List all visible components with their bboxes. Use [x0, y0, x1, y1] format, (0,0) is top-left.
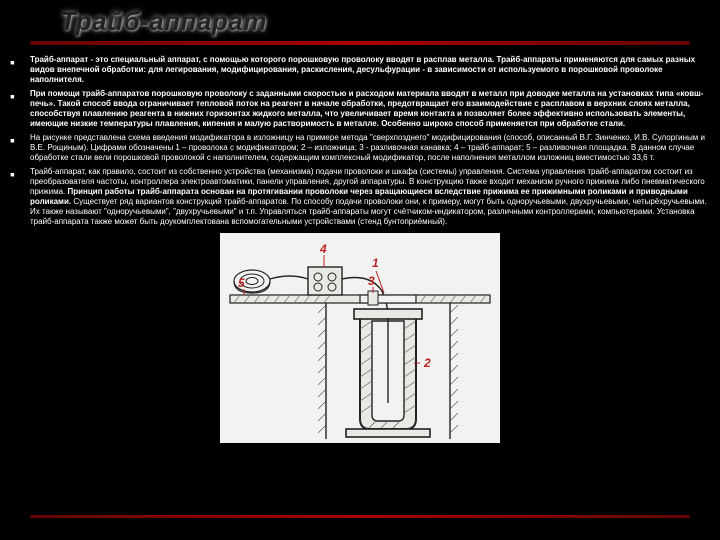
list-text: При помощи трайб-аппаратов порошковую пр…: [30, 89, 712, 129]
diagram-label-4: 4: [319, 242, 327, 256]
diagram-label-3: 3: [368, 274, 375, 288]
bullet-icon: ▪: [8, 89, 30, 129]
list-text: Трайб-аппарат - это специальный аппарат,…: [30, 55, 712, 85]
diagram-label-5: 5: [238, 276, 245, 290]
diagram-label-2: 2: [423, 356, 431, 370]
bullet-list: ▪ Трайб-аппарат - это специальный аппара…: [8, 55, 712, 227]
list-item: ▪ При помощи трайб-аппаратов порошковую …: [8, 89, 712, 129]
bullet-icon: ▪: [8, 55, 30, 85]
diagram-label-1: 1: [372, 256, 379, 270]
page-title: Трайб-аппарат: [0, 0, 720, 39]
title-divider: [30, 41, 690, 45]
list-text: На рисунке представлена схема введения м…: [30, 133, 712, 163]
list-item: ▪ Трайб-аппарат, как правило, состоит из…: [8, 167, 712, 227]
list-item: ▪ На рисунке представлена схема введения…: [8, 133, 712, 163]
diagram: 1 2 3 4 5: [220, 233, 500, 443]
bottom-divider: [30, 515, 690, 518]
list-text: Трайб-аппарат, как правило, состоит из с…: [30, 167, 712, 227]
list-item: ▪ Трайб-аппарат - это специальный аппара…: [8, 55, 712, 85]
bullet-icon: ▪: [8, 133, 30, 163]
figure-container: 1 2 3 4 5: [0, 233, 720, 443]
content-block: ▪ Трайб-аппарат - это специальный аппара…: [0, 55, 720, 227]
bullet-icon: ▪: [8, 167, 30, 227]
